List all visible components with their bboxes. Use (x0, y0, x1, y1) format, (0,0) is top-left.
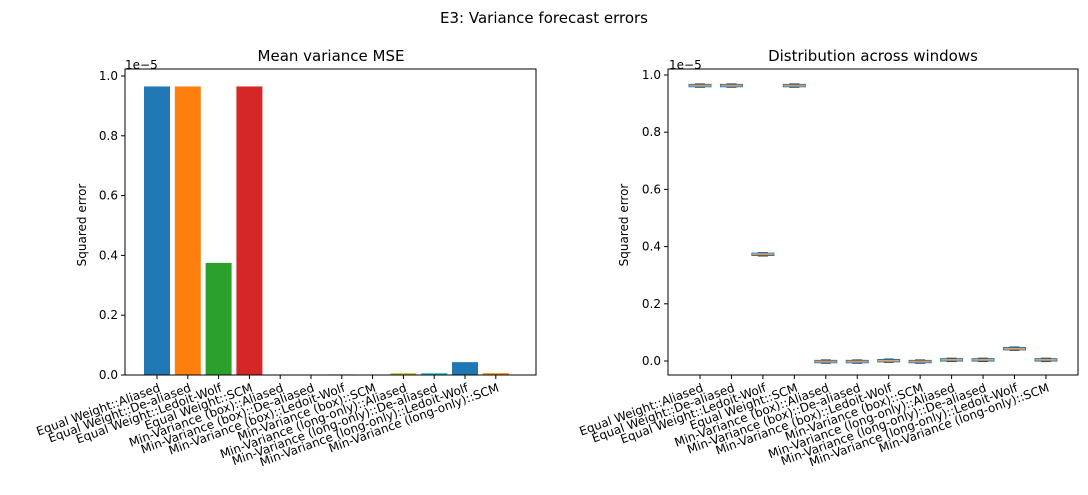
bar-chart-scale-label: 1e−5 (125, 58, 158, 72)
y-tick-label: 1.0 (642, 68, 661, 82)
bar (390, 373, 417, 375)
bar (421, 373, 448, 375)
y-tick-label: 0.0 (99, 368, 118, 382)
y-tick-label: 0.0 (642, 354, 661, 368)
bar-chart: Mean variance MSE 1e−5 Squared error 0.0… (34, 47, 537, 469)
box-chart-boxes (688, 83, 1058, 364)
figure-suptitle: E3: Variance forecast errors (440, 9, 648, 27)
bar-chart-bars (144, 86, 509, 375)
box-chart-scale-label: 1e−5 (669, 58, 702, 72)
bar (452, 362, 478, 375)
box-chart-title: Distribution across windows (768, 47, 978, 65)
bar-chart-ylabel: Squared error (75, 184, 89, 267)
bar (236, 86, 263, 375)
box-chart: Distribution across windows 1e−5 Squared… (577, 47, 1079, 469)
bar-chart-title: Mean variance MSE (258, 47, 405, 65)
bar (144, 86, 170, 375)
box-chart-frame (667, 68, 1079, 376)
y-tick-label: 0.2 (99, 308, 118, 322)
bar-chart-y-ticks: 0.0 0.2 0.4 0.6 0.8 1.0 (99, 69, 125, 382)
box-chart-y-ticks: 0.0 0.2 0.4 0.6 0.8 1.0 (642, 68, 668, 368)
bar (174, 86, 201, 375)
bar-chart-frame (124, 68, 537, 376)
y-tick-label: 1.0 (99, 69, 118, 83)
y-tick-label: 0.2 (642, 297, 661, 311)
box-chart-ylabel: Squared error (617, 184, 631, 267)
y-tick-label: 0.4 (642, 240, 661, 254)
bar (482, 373, 509, 375)
y-tick-label: 0.6 (99, 189, 118, 203)
y-tick-label: 0.4 (99, 248, 118, 262)
bar (205, 262, 232, 375)
y-tick-label: 0.8 (642, 125, 661, 139)
y-tick-label: 0.8 (99, 129, 118, 143)
y-tick-label: 0.6 (642, 182, 661, 196)
